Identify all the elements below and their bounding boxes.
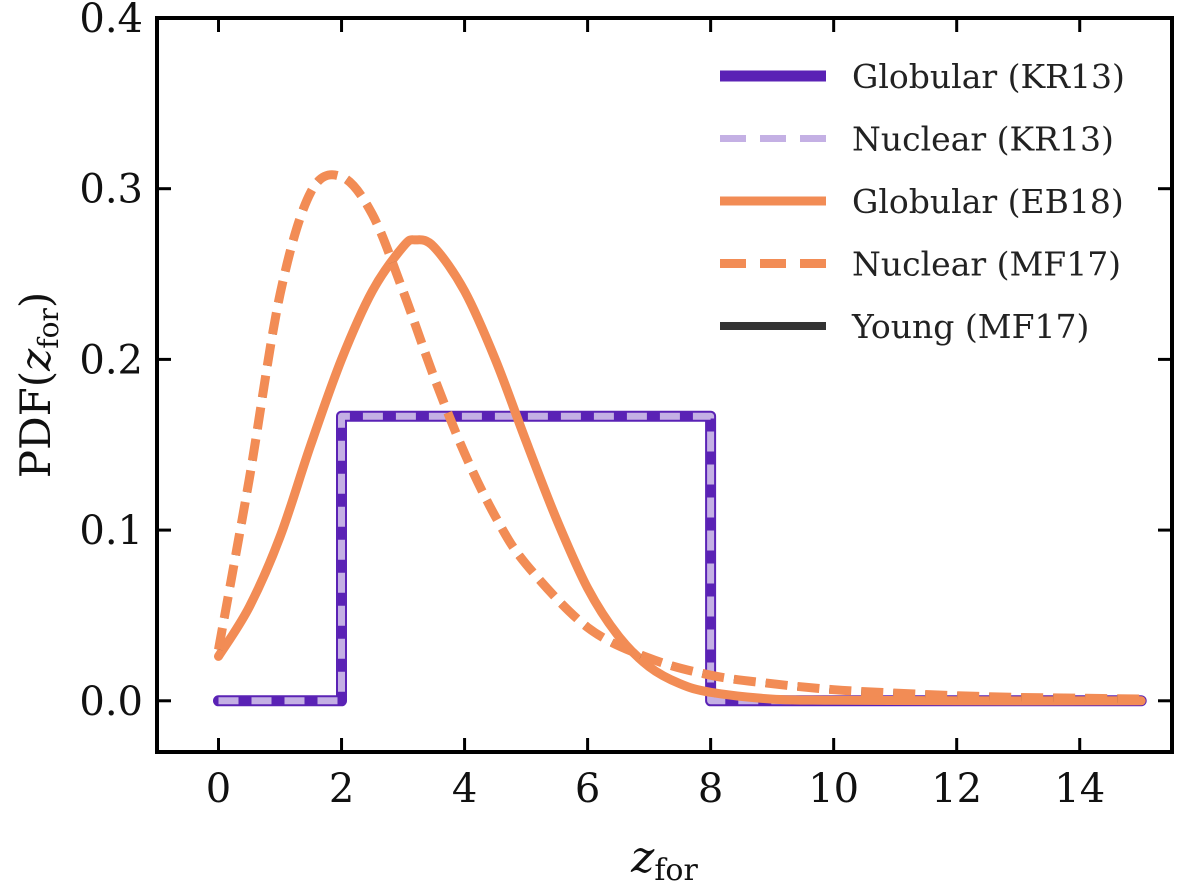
y-tick-label: 0.2 bbox=[79, 337, 143, 383]
y-axis-suffix: ) bbox=[11, 292, 60, 308]
series-line-globular-kr13 bbox=[213, 410, 1147, 707]
legend-label-nuclear-mf17: Nuclear (MF17) bbox=[852, 245, 1121, 284]
y-axis-sub: for bbox=[32, 307, 65, 348]
y-axis-var: z bbox=[11, 348, 60, 372]
y-tick-label: 0.1 bbox=[79, 508, 143, 554]
y-axis-title: PDF(zfor) bbox=[11, 292, 65, 479]
plot-frame bbox=[155, 16, 1174, 754]
series-layer bbox=[213, 170, 1147, 707]
x-axis-title: zfor bbox=[630, 832, 698, 888]
x-tick-label: 10 bbox=[808, 766, 859, 812]
x-tick-label: 14 bbox=[1054, 766, 1105, 812]
x-axis-var: z bbox=[630, 832, 655, 883]
x-tick-label: 12 bbox=[931, 766, 982, 812]
series-line-nuclear-mf17 bbox=[214, 170, 1142, 704]
legend-label-globular-kr13: Globular (KR13) bbox=[852, 57, 1125, 96]
x-tick-label: 4 bbox=[452, 766, 477, 812]
x-tick-label: 6 bbox=[575, 766, 600, 812]
legend-label-globular-eb18: Globular (EB18) bbox=[852, 182, 1124, 221]
legend-label-nuclear-kr13: Nuclear (KR13) bbox=[852, 120, 1114, 159]
series-line-nuclear-kr13 bbox=[218, 412, 1142, 705]
series-line-globular-eb18 bbox=[214, 235, 1146, 706]
x-axis-sub: for bbox=[654, 853, 698, 888]
y-tick-label: 0.3 bbox=[79, 167, 143, 213]
axis-ticks: 0 2 4 6 8 10 12 14 0.0 0.1 0.2 0.3 0.4 bbox=[79, 0, 1172, 812]
y-axis-prefix: PDF( bbox=[11, 371, 60, 478]
x-tick-label: 0 bbox=[206, 766, 231, 812]
x-tick-label: 2 bbox=[329, 766, 354, 812]
x-tick-label: 8 bbox=[698, 766, 723, 812]
legend: Globular (KR13) Nuclear (KR13) Globular (E… bbox=[720, 57, 1125, 346]
y-tick-label: 0.0 bbox=[79, 679, 143, 725]
y-tick-label: 0.4 bbox=[79, 0, 143, 42]
legend-label-young-mf17: Young (MF17) bbox=[851, 307, 1089, 346]
